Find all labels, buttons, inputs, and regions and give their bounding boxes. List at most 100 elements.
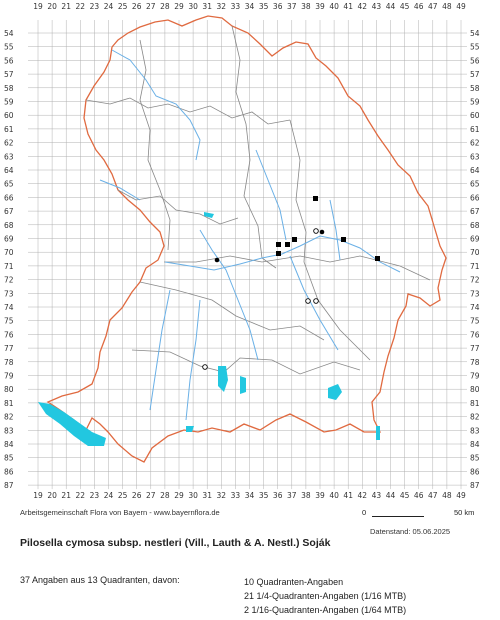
- y-axis-label-right: 58: [470, 84, 480, 93]
- y-axis-label-left: 79: [4, 372, 14, 381]
- grid-lines: [28, 20, 467, 490]
- x-axis-label-top: 43: [372, 2, 382, 11]
- state-border: [46, 15, 447, 463]
- y-axis-label-right: 55: [470, 43, 480, 52]
- y-axis-label-right: 65: [470, 180, 480, 189]
- district-borders: [85, 25, 431, 375]
- marker-sixteenth-quadrant: [202, 364, 208, 370]
- rivers: [99, 49, 401, 421]
- y-axis-label-left: 80: [4, 385, 14, 394]
- x-axis-label-bottom: 39: [315, 491, 325, 500]
- marker-quadrant: [341, 237, 346, 242]
- x-axis-label-top: 47: [428, 2, 438, 11]
- x-axis-label-bottom: 48: [442, 491, 452, 500]
- y-axis-label-left: 64: [4, 166, 14, 175]
- x-axis-label-top: 25: [118, 2, 128, 11]
- x-axis-label-top: 22: [76, 2, 86, 11]
- x-axis-label-top: 41: [343, 2, 353, 11]
- record-counts: 10 Quadranten-Angaben 21 1/4-Quadranten-…: [244, 575, 406, 617]
- y-axis-label-left: 73: [4, 289, 14, 298]
- species-title: Pilosella cymosa subsp. nestleri (Vill.,…: [20, 537, 331, 549]
- grid-axis-labels: 19 19 20 20 21 21 22 22 23 23 24 24 25 25 26 26 27 27 28 28…: [4, 2, 480, 500]
- scale-unit: 50 km: [454, 508, 475, 517]
- x-axis-label-bottom: 25: [118, 491, 128, 500]
- y-axis-label-right: 85: [470, 454, 480, 463]
- y-axis-label-left: 82: [4, 413, 14, 422]
- scale-line: [372, 516, 424, 517]
- x-axis-label-top: 42: [358, 2, 368, 11]
- x-axis-label-top: 36: [273, 2, 283, 11]
- y-axis-label-left: 85: [4, 454, 14, 463]
- x-axis-label-top: 27: [146, 2, 156, 11]
- marker-sixteenth-quadrant: [313, 228, 319, 234]
- y-axis-label-right: 87: [470, 481, 480, 490]
- marker-quarter-quadrant: [319, 229, 325, 235]
- x-axis-label-bottom: 49: [456, 491, 466, 500]
- y-axis-label-left: 75: [4, 317, 14, 326]
- y-axis-label-left: 72: [4, 276, 14, 285]
- x-axis-label-bottom: 29: [174, 491, 184, 500]
- y-axis-label-right: 72: [470, 276, 480, 285]
- data-date: Datenstand: 05.06.2025: [370, 527, 451, 536]
- x-axis-label-bottom: 46: [414, 491, 424, 500]
- credits-text: Arbeitsgemeinschaft Flora von Bayern - w…: [20, 508, 220, 517]
- x-axis-label-bottom: 47: [428, 491, 438, 500]
- y-axis-label-left: 83: [4, 426, 14, 435]
- count-quarter: 21 1/4-Quadranten-Angaben (1/16 MTB): [244, 591, 407, 601]
- y-axis-label-right: 75: [470, 317, 480, 326]
- y-axis-label-right: 70: [470, 248, 480, 257]
- x-axis-label-bottom: 36: [273, 491, 283, 500]
- x-axis-label-bottom: 24: [104, 491, 114, 500]
- y-axis-label-left: 66: [4, 193, 14, 202]
- records-summary: 37 Angaben aus 13 Quadranten, davon:: [20, 575, 180, 585]
- x-axis-label-bottom: 34: [245, 491, 255, 500]
- x-axis-label-bottom: 23: [90, 491, 100, 500]
- y-axis-label-left: 74: [4, 303, 14, 312]
- y-axis-label-left: 59: [4, 98, 14, 107]
- x-axis-label-top: 19: [33, 2, 43, 11]
- x-axis-label-bottom: 21: [61, 491, 71, 500]
- marker-quadrant: [285, 242, 290, 247]
- x-axis-label-top: 31: [202, 2, 212, 11]
- count-quadrant: 10 Quadranten-Angaben: [244, 577, 344, 587]
- marker-quarter-quadrant: [214, 257, 220, 263]
- marker-quadrant: [313, 196, 318, 201]
- y-axis-label-right: 71: [470, 262, 480, 271]
- marker-quadrant: [276, 242, 281, 247]
- x-axis-label-bottom: 30: [188, 491, 198, 500]
- y-axis-label-left: 58: [4, 84, 14, 93]
- x-axis-label-top: 21: [61, 2, 71, 11]
- y-axis-label-right: 64: [470, 166, 480, 175]
- x-axis-label-bottom: 45: [400, 491, 410, 500]
- y-axis-label-right: 62: [470, 139, 480, 148]
- y-axis-label-left: 78: [4, 358, 14, 367]
- y-axis-label-right: 73: [470, 289, 480, 298]
- x-axis-label-top: 32: [217, 2, 227, 11]
- y-axis-label-right: 60: [470, 111, 480, 120]
- x-axis-label-bottom: 19: [33, 491, 43, 500]
- y-axis-label-left: 67: [4, 207, 14, 216]
- y-axis-label-left: 55: [4, 43, 14, 52]
- scale-zero: 0: [362, 508, 367, 517]
- x-axis-label-top: 46: [414, 2, 424, 11]
- y-axis-label-right: 61: [470, 125, 480, 134]
- x-axis-label-top: 39: [315, 2, 325, 11]
- y-axis-label-left: 81: [4, 399, 14, 408]
- x-axis-label-bottom: 38: [301, 491, 311, 500]
- x-axis-label-top: 28: [160, 2, 170, 11]
- marker-quadrant: [375, 256, 380, 261]
- x-axis-label-bottom: 40: [329, 491, 339, 500]
- x-axis-label-bottom: 44: [386, 491, 396, 500]
- y-axis-label-right: 80: [470, 385, 480, 394]
- x-axis-label-top: 24: [104, 2, 114, 11]
- y-axis-label-left: 76: [4, 330, 14, 339]
- y-axis-label-left: 65: [4, 180, 14, 189]
- scale-bar: 0 50 km: [362, 508, 482, 522]
- y-axis-label-left: 60: [4, 111, 14, 120]
- y-axis-label-right: 66: [470, 193, 480, 202]
- y-axis-label-right: 57: [470, 70, 480, 79]
- x-axis-label-bottom: 41: [343, 491, 353, 500]
- x-axis-label-bottom: 37: [287, 491, 297, 500]
- x-axis-label-bottom: 35: [259, 491, 269, 500]
- y-axis-label-left: 71: [4, 262, 14, 271]
